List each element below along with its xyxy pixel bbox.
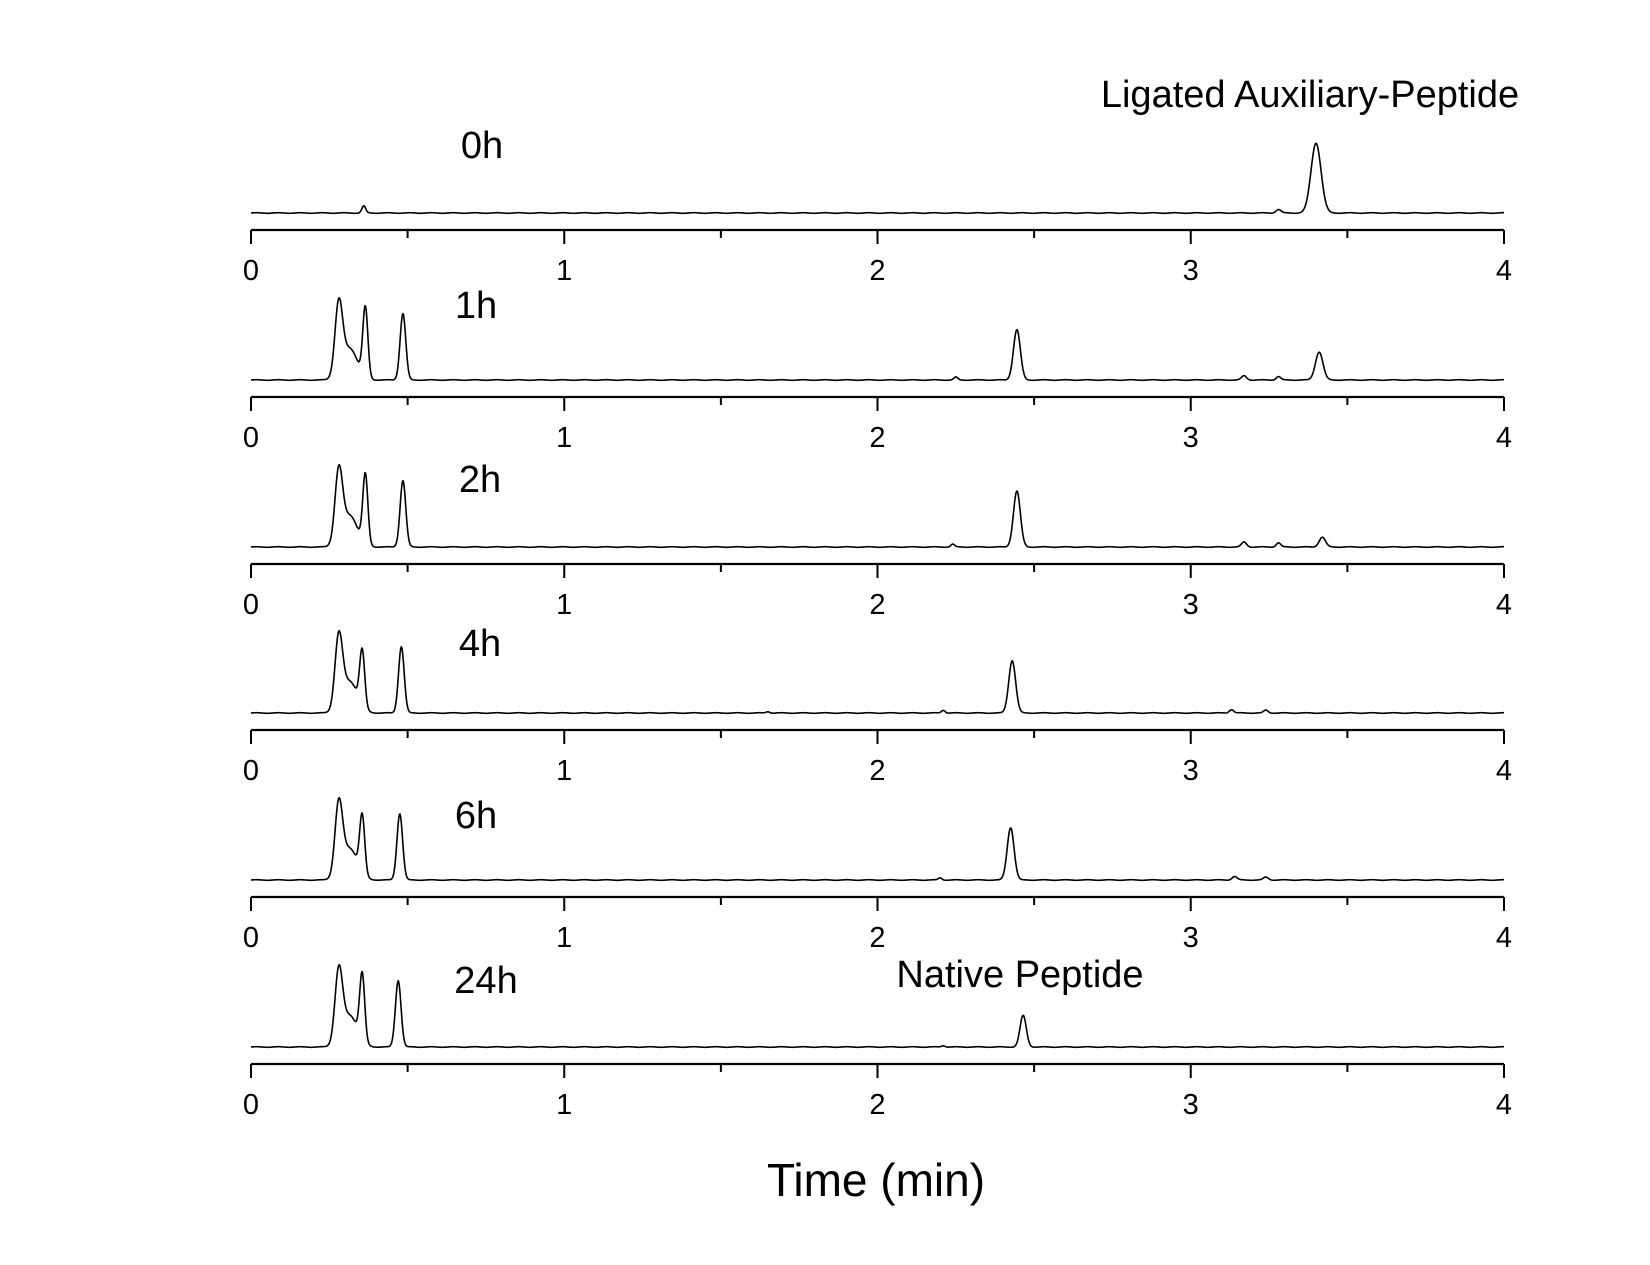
x-tick-label-6h-4: 4 <box>1496 922 1512 954</box>
x-tick-label-2h-4: 4 <box>1496 589 1512 621</box>
trace-0h <box>250 142 1505 215</box>
x-tick-label-2h-2: 2 <box>869 589 885 621</box>
native-peptide-label: Native Peptide <box>896 954 1143 996</box>
x-tick-label-0h-3: 3 <box>1183 255 1199 287</box>
trace-6h <box>250 796 1505 882</box>
chromatogram-panels: 0 1 2 3 4 0h 0 1 2 3 4 1h 0 1 2 3 4 2h 0 1 2 3 4 4h 0 1 2 3 4 6h 0 1 2 3 4… <box>243 125 1512 1121</box>
panel-label-1h: 1h <box>455 285 497 327</box>
x-tick-label-0h-1: 1 <box>556 255 572 287</box>
x-tick-label-1h-1: 1 <box>556 422 572 454</box>
x-tick-label-1h-3: 3 <box>1183 422 1199 454</box>
panel-label-6h: 6h <box>455 795 497 837</box>
x-tick-label-4h-4: 4 <box>1496 755 1512 787</box>
panel-4h: 0 1 2 3 4 4h <box>243 623 1512 787</box>
trace-4h <box>250 629 1505 715</box>
x-tick-label-1h-2: 2 <box>869 422 885 454</box>
trace-2h <box>250 463 1505 549</box>
x-tick-label-24h-3: 3 <box>1183 1089 1199 1121</box>
panel-label-24h: 24h <box>454 960 517 1002</box>
x-axis-label: Time (min) <box>767 1154 985 1206</box>
panel-2h: 0 1 2 3 4 2h <box>243 459 1512 621</box>
x-tick-label-2h-0: 0 <box>243 589 259 621</box>
x-tick-label-4h-1: 1 <box>556 755 572 787</box>
x-tick-label-24h-1: 1 <box>556 1089 572 1121</box>
x-tick-label-6h-2: 2 <box>869 922 885 954</box>
x-tick-label-4h-2: 2 <box>869 755 885 787</box>
x-tick-label-0h-2: 2 <box>869 255 885 287</box>
trace-1h <box>250 296 1505 382</box>
panel-label-2h: 2h <box>459 459 501 501</box>
panel-6h: 0 1 2 3 4 6h <box>243 795 1512 954</box>
panel-label-4h: 4h <box>459 623 501 665</box>
panel-0h: 0 1 2 3 4 0h <box>243 125 1512 287</box>
x-tick-label-0h-4: 4 <box>1496 255 1512 287</box>
panel-label-0h: 0h <box>461 125 503 167</box>
x-tick-label-1h-4: 4 <box>1496 422 1512 454</box>
x-tick-label-1h-0: 0 <box>243 422 259 454</box>
x-tick-label-6h-1: 1 <box>556 922 572 954</box>
x-tick-label-0h-0: 0 <box>243 255 259 287</box>
panel-24h: 0 1 2 3 4 24h <box>243 960 1512 1121</box>
x-tick-label-4h-3: 3 <box>1183 755 1199 787</box>
x-tick-label-24h-0: 0 <box>243 1089 259 1121</box>
x-tick-label-24h-2: 2 <box>869 1089 885 1121</box>
trace-24h <box>250 963 1505 1049</box>
x-tick-label-6h-0: 0 <box>243 922 259 954</box>
x-tick-label-2h-1: 1 <box>556 589 572 621</box>
x-tick-label-4h-0: 0 <box>243 755 259 787</box>
panel-1h: 0 1 2 3 4 1h <box>243 285 1512 454</box>
x-tick-label-2h-3: 3 <box>1183 589 1199 621</box>
ligated-auxiliary-peptide-label: Ligated Auxiliary-Peptide <box>1101 74 1519 116</box>
x-tick-label-6h-3: 3 <box>1183 922 1199 954</box>
x-tick-label-24h-4: 4 <box>1496 1089 1512 1121</box>
